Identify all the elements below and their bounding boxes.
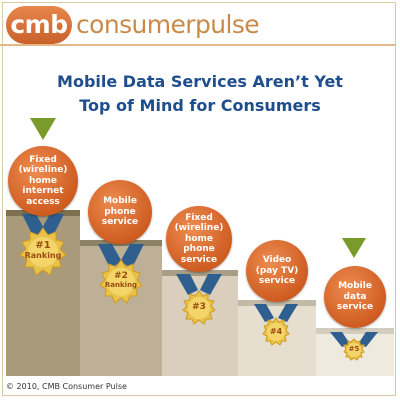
header: cmb consumerpulse xyxy=(0,0,400,52)
service-bubble-4: Video (pay TV) service xyxy=(246,240,308,302)
seal-2-label: #2 Ranking xyxy=(101,271,141,290)
seal-4-label: #4 xyxy=(263,327,289,337)
page-title: Mobile Data Services Aren’t Yet Top of M… xyxy=(10,70,390,118)
ranking-5-number: #5 xyxy=(348,345,360,353)
ranking-3-number: #3 xyxy=(192,302,206,312)
title-line-2: Top of Mind for Consumers xyxy=(79,96,321,115)
service-bubble-1: Fixed (wireline) home internet access xyxy=(8,146,78,216)
service-bubble-3: Fixed (wireline) home phone service xyxy=(166,206,232,272)
copyright-text: © 2010, CMB Consumer Pulse xyxy=(6,382,127,391)
seal-1-label: #1 Ranking xyxy=(23,240,63,261)
title-line-1: Mobile Data Services Aren’t Yet xyxy=(57,72,343,91)
service-bubble-5: Mobile data service xyxy=(324,266,386,328)
ranking-1-number: #1 xyxy=(35,240,51,251)
cmb-logo: cmb xyxy=(6,6,72,44)
ranking-4-number: #4 xyxy=(269,327,283,336)
service-bubble-2: Mobile phone service xyxy=(88,180,152,244)
seal-3-label: #3 xyxy=(184,302,214,313)
seal-5-label: #5 xyxy=(342,345,366,354)
ranking-1-word: Ranking xyxy=(24,251,62,260)
ranking-2-word: Ranking xyxy=(104,281,138,289)
header-divider xyxy=(0,44,396,46)
brand-name: consumerpulse xyxy=(76,10,260,39)
ranking-2-number: #2 xyxy=(114,271,128,281)
